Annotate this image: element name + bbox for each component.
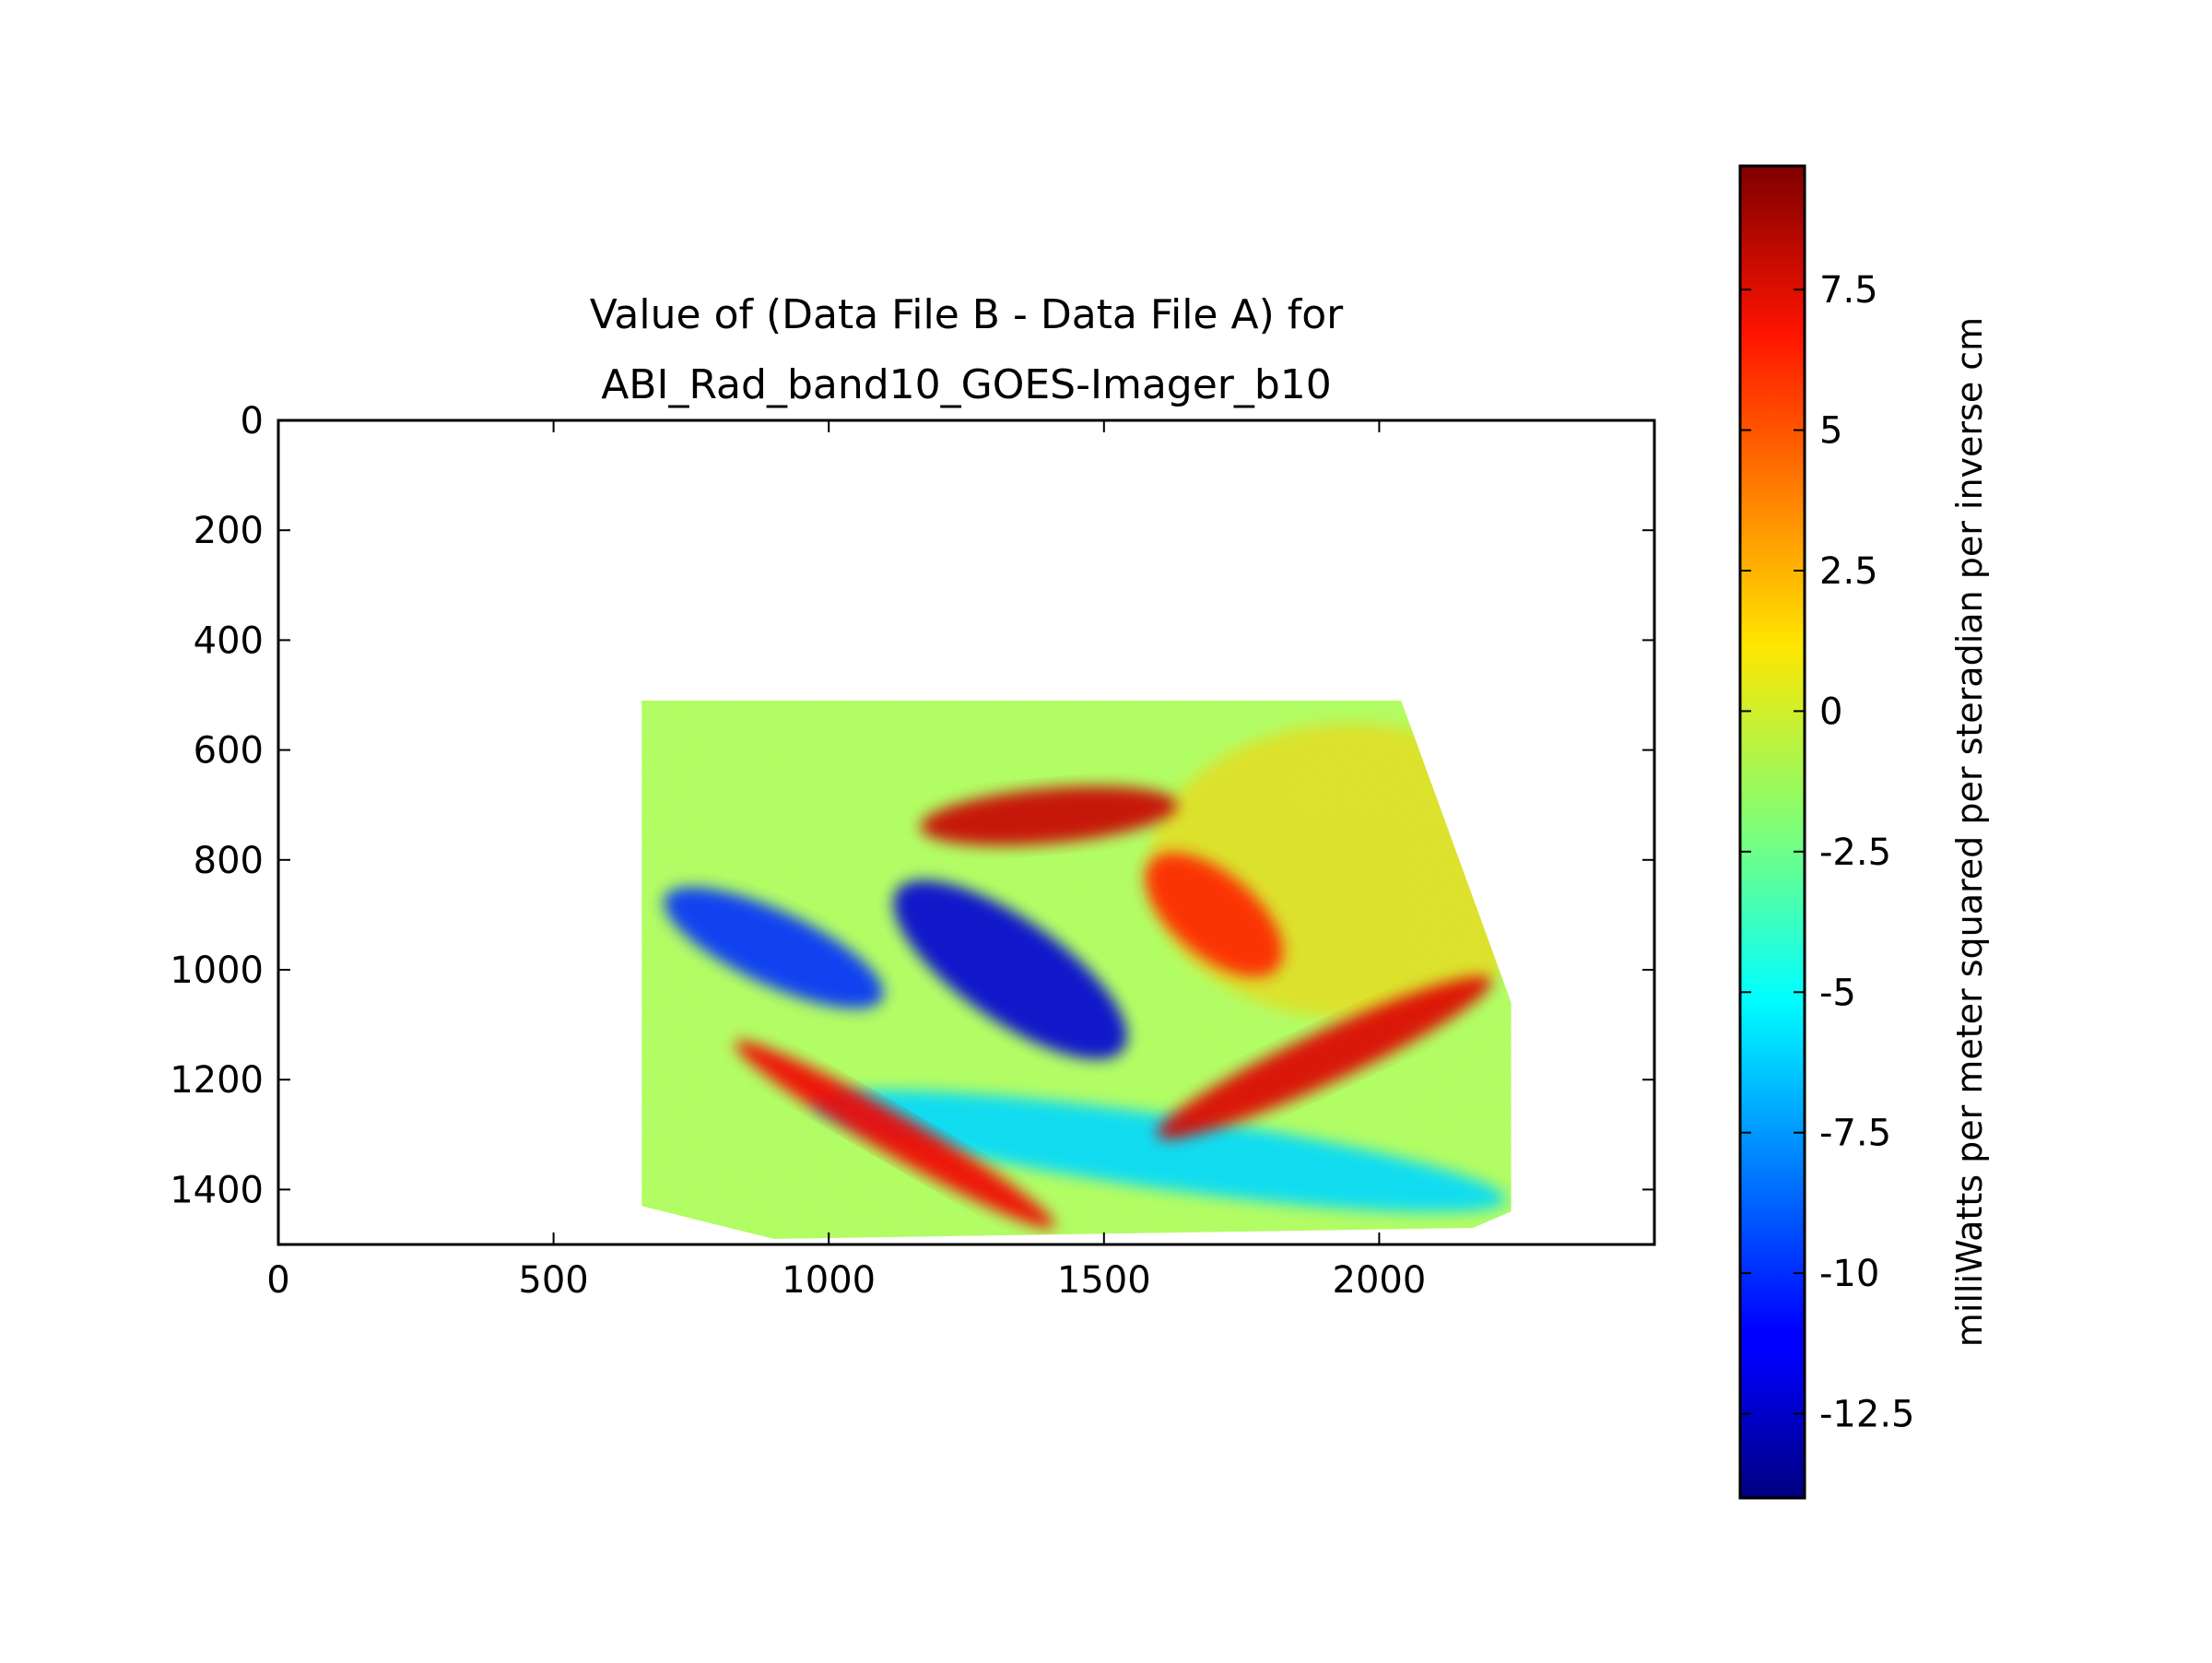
heatmap-feature-blue-patches-west (664, 887, 884, 1009)
colorbar-tick-label: -10 (1819, 1253, 1879, 1295)
colorbar-tick-label: -12.5 (1819, 1394, 1915, 1436)
x-tick-label: 0 (266, 1259, 289, 1302)
colorbar-tick-label: -5 (1819, 972, 1856, 1014)
x-tick-label: 1000 (782, 1259, 876, 1302)
heatmap-feature-cold-swirl-core (893, 879, 1127, 1060)
chart-title-line-2: ABI_Rad_band10_GOES-Imager_b10 (601, 361, 1332, 408)
heatmap-feature-blue-arc-south (812, 1090, 1506, 1212)
heatmap-image (641, 701, 1512, 1239)
colorbar-tick-label: 5 (1819, 410, 1842, 453)
y-tick-label: 600 (194, 730, 264, 773)
colorbar-gradient (1738, 164, 1806, 1500)
y-tick-label: 1400 (170, 1169, 264, 1211)
x-tick-label: 2000 (1333, 1259, 1427, 1302)
axes: 0 500 1000 1500 2000 0 200 400 600 800 1000 1200 140… (170, 400, 1656, 1302)
y-tick-label: 200 (194, 510, 264, 552)
heatmap-feature-red-patches-north (920, 785, 1178, 846)
plot-frame (276, 419, 1656, 1246)
chart-title-line-1: Value of (Data File B - Data File A) for (590, 291, 1344, 338)
colorbar-tick-label: 2.5 (1819, 550, 1878, 593)
x-tick-label: 1500 (1057, 1259, 1151, 1302)
colorbar-tick-label: 0 (1819, 690, 1842, 733)
y-tick-label: 800 (194, 840, 264, 882)
y-tick-label: 1200 (170, 1059, 264, 1102)
colorbar-tick-label: -7.5 (1819, 1113, 1891, 1155)
heatmap-feature-red-band-east (1157, 976, 1492, 1139)
y-tick-label: 0 (241, 400, 264, 442)
colorbar-label: milliWatts per meter squared per steradi… (1949, 317, 1990, 1347)
x-tick-label: 500 (518, 1259, 588, 1302)
colorbar-tick-label: 7.5 (1819, 269, 1878, 312)
y-tick-label: 1000 (170, 949, 264, 992)
y-tick-label: 400 (194, 619, 264, 662)
heatmap-feature-red-patches-northeast (1145, 853, 1283, 977)
heatmap-feature-red-band-southwest (735, 1041, 1055, 1229)
colorbar-tick-label: -2.5 (1819, 832, 1891, 874)
colorbar: 7.5 5 2.5 0 -2.5 -5 -7.5 -10 -12.5 (1738, 164, 1915, 1500)
